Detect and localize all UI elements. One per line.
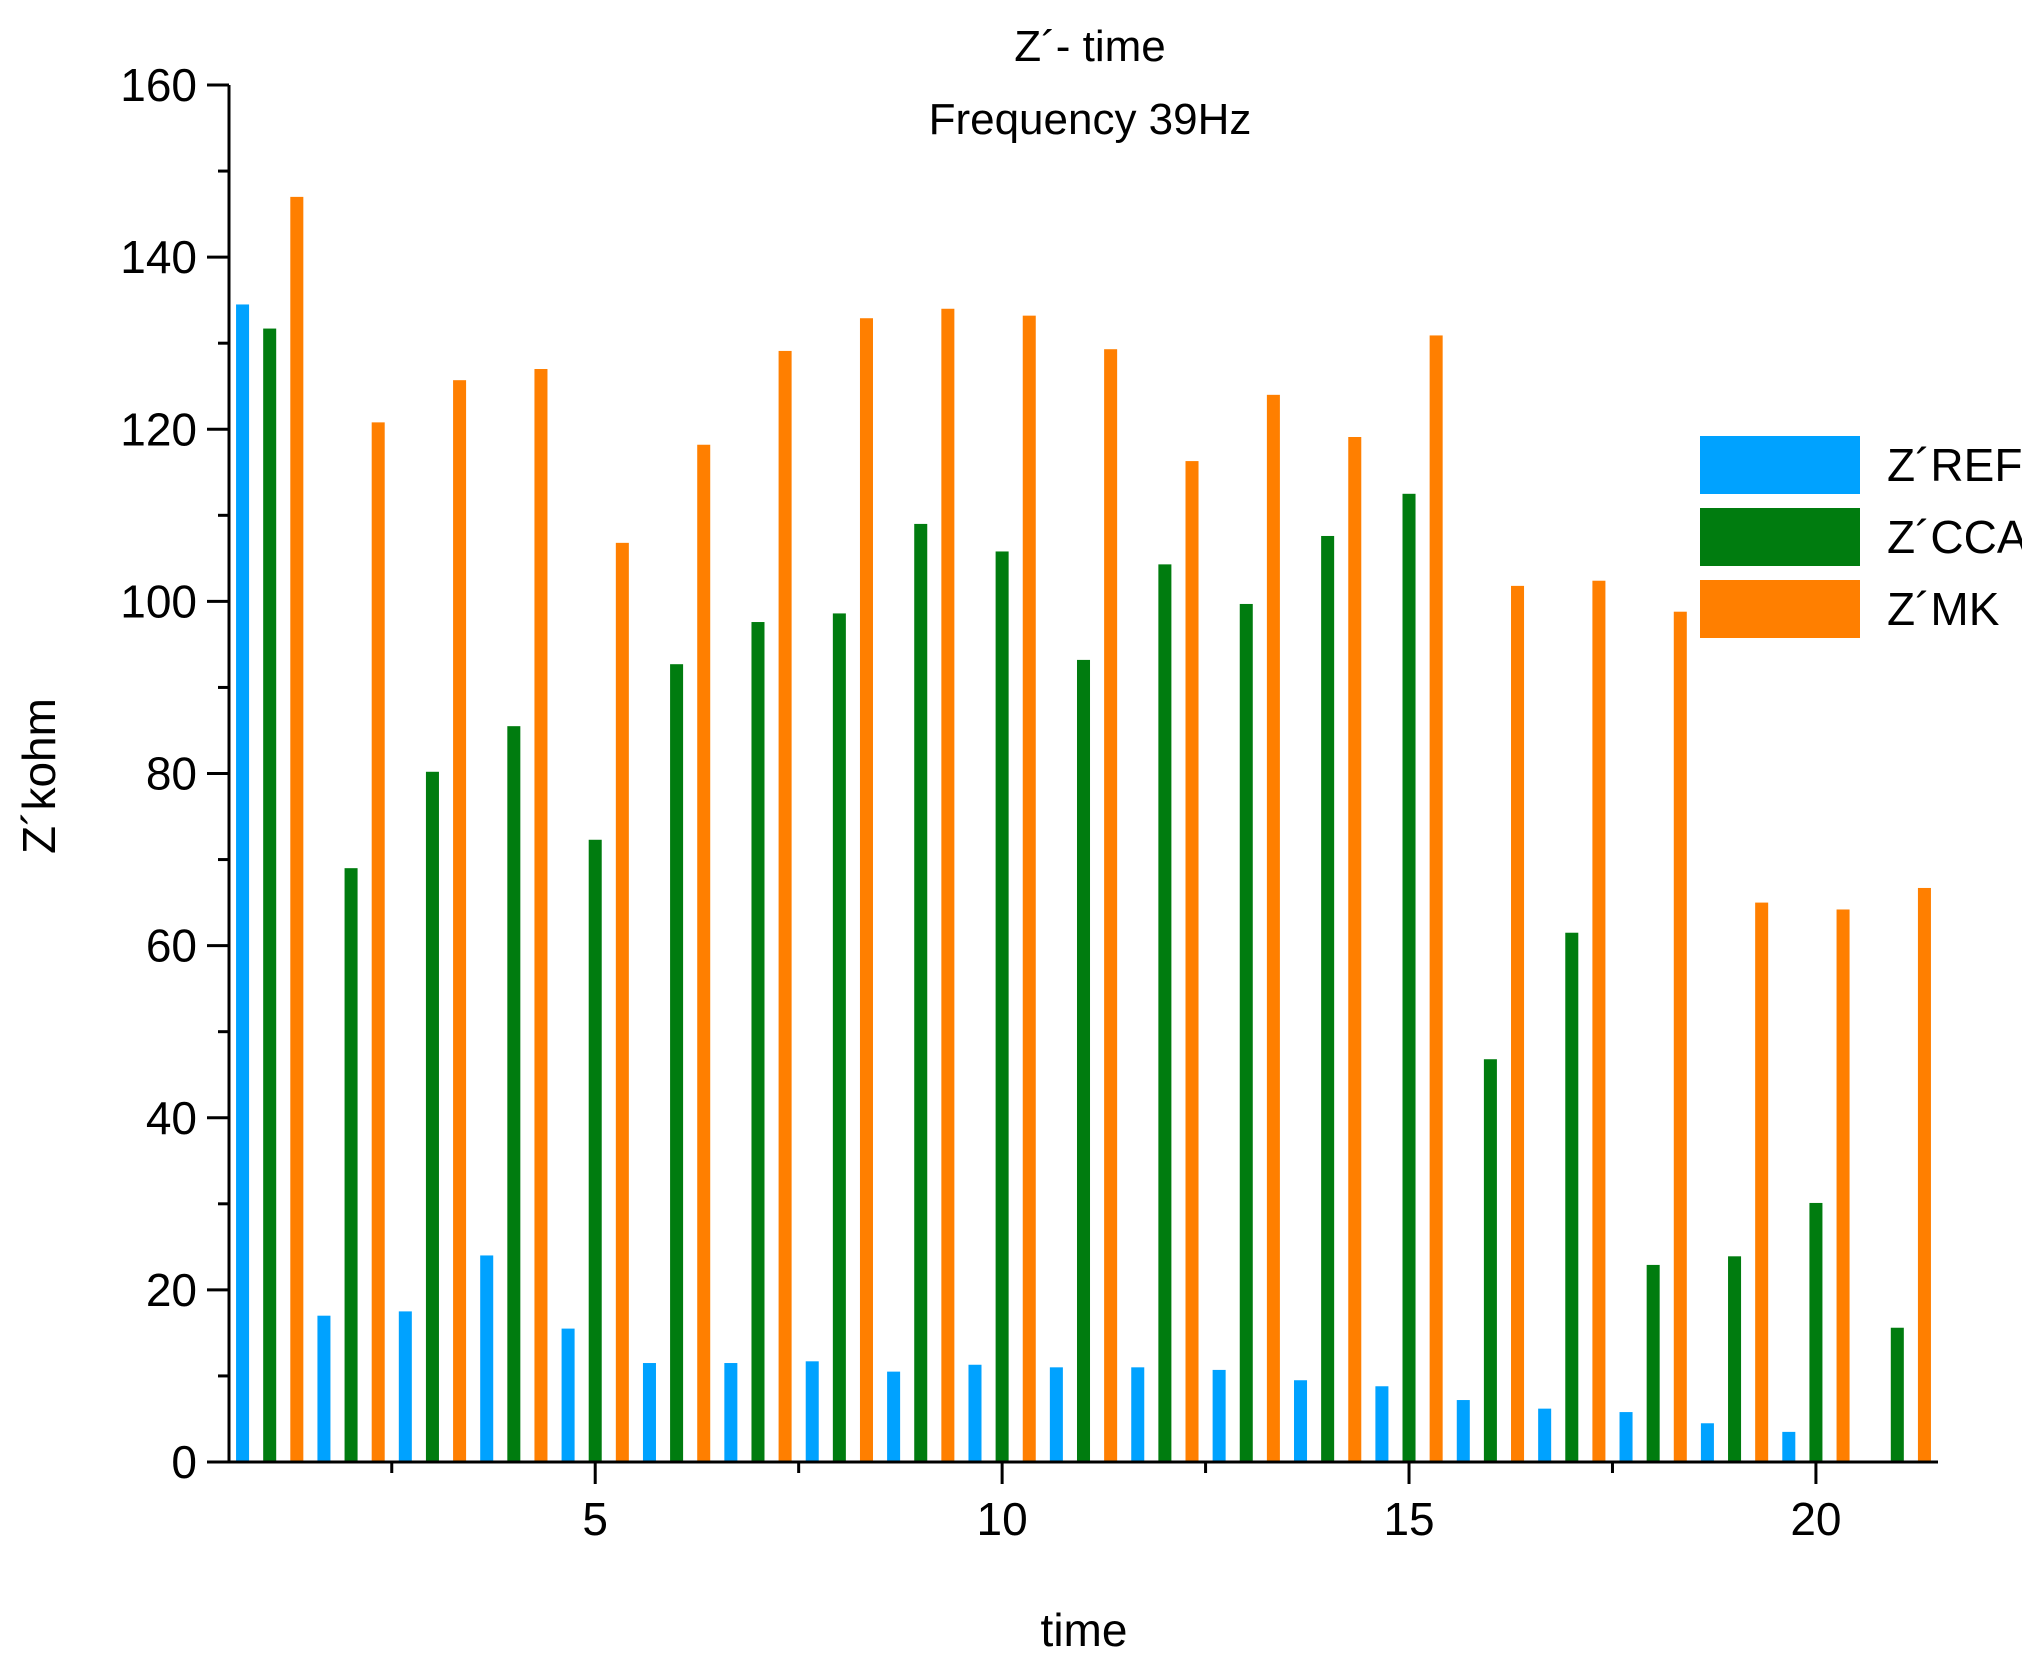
bar bbox=[263, 328, 277, 1462]
bar bbox=[1212, 1369, 1226, 1462]
bar bbox=[317, 1315, 331, 1462]
bar bbox=[1673, 611, 1687, 1462]
bar bbox=[805, 1361, 819, 1462]
legend-label: Z´CCA bbox=[1887, 511, 2022, 563]
bar bbox=[1375, 1386, 1389, 1462]
bar bbox=[534, 369, 548, 1462]
bar bbox=[995, 551, 1009, 1462]
bar bbox=[1836, 909, 1850, 1462]
legend-swatch bbox=[1700, 436, 1860, 494]
x-tick-label: 20 bbox=[1790, 1493, 1841, 1545]
bar bbox=[1511, 585, 1525, 1462]
bar bbox=[1131, 1367, 1145, 1462]
bar bbox=[1728, 1256, 1742, 1462]
y-tick-label: 120 bbox=[120, 403, 197, 455]
y-tick-label: 40 bbox=[146, 1092, 197, 1144]
bar bbox=[1076, 659, 1091, 1462]
legend-label: Z´MK bbox=[1887, 583, 2000, 635]
bar bbox=[615, 542, 629, 1462]
bar bbox=[859, 318, 873, 1463]
bar bbox=[1538, 1408, 1552, 1462]
x-axis-label: time bbox=[1041, 1604, 1128, 1656]
bar bbox=[236, 304, 250, 1463]
bar bbox=[1022, 315, 1036, 1462]
y-axis-label: Z´kohm bbox=[13, 698, 65, 854]
bar bbox=[507, 726, 521, 1462]
x-tick-label: 10 bbox=[977, 1493, 1028, 1545]
bar bbox=[832, 613, 846, 1462]
bar bbox=[670, 664, 684, 1462]
bar bbox=[1239, 603, 1253, 1462]
bar bbox=[561, 1328, 575, 1462]
bar bbox=[914, 523, 928, 1462]
bar bbox=[1049, 1367, 1063, 1462]
bar bbox=[1348, 437, 1362, 1462]
x-tick-label: 15 bbox=[1383, 1493, 1434, 1545]
bar bbox=[1755, 902, 1769, 1462]
bar bbox=[751, 622, 765, 1462]
legend-swatch bbox=[1700, 508, 1860, 566]
bar bbox=[642, 1363, 656, 1462]
y-tick-label: 160 bbox=[120, 59, 197, 111]
bar bbox=[941, 308, 955, 1462]
y-tick-label: 100 bbox=[120, 575, 197, 627]
x-tick-label: 5 bbox=[582, 1493, 608, 1545]
y-tick-label: 20 bbox=[146, 1264, 197, 1316]
bar bbox=[968, 1364, 982, 1462]
bar bbox=[1809, 1202, 1823, 1462]
bar bbox=[290, 196, 304, 1462]
bar bbox=[724, 1363, 738, 1462]
bar bbox=[778, 350, 792, 1463]
axes-layer: 0 20 40 60 80 100 120 140 160 5 10 15 20 bbox=[120, 59, 1938, 1545]
legend: Z´REF Z´CCA Z´MK bbox=[1700, 436, 2022, 638]
legend-swatch bbox=[1700, 580, 1860, 638]
bar bbox=[1158, 564, 1172, 1462]
bar bbox=[1321, 535, 1335, 1462]
y-tick-label: 60 bbox=[146, 920, 197, 972]
bar bbox=[480, 1255, 494, 1462]
bar bbox=[1646, 1264, 1660, 1462]
bar bbox=[1565, 932, 1579, 1462]
bar bbox=[1700, 1423, 1714, 1462]
bar bbox=[425, 771, 439, 1462]
bar bbox=[1266, 394, 1280, 1463]
bar bbox=[344, 868, 358, 1462]
bars-layer bbox=[236, 196, 1931, 1463]
chart-subtitle: Frequency 39Hz bbox=[929, 95, 1252, 144]
y-tick-label: 0 bbox=[171, 1436, 197, 1488]
bar bbox=[887, 1371, 901, 1462]
bar bbox=[1782, 1431, 1796, 1462]
y-tick-label: 140 bbox=[120, 231, 197, 283]
legend-label: Z´REF bbox=[1887, 439, 2022, 491]
bar bbox=[1429, 335, 1443, 1463]
bar bbox=[1592, 580, 1606, 1462]
bar bbox=[1456, 1400, 1470, 1462]
bar bbox=[1104, 349, 1118, 1463]
bar bbox=[1890, 1327, 1904, 1462]
bar bbox=[453, 380, 467, 1463]
bar bbox=[1294, 1380, 1308, 1462]
bar bbox=[1402, 493, 1416, 1462]
bar bbox=[398, 1311, 412, 1462]
bar bbox=[371, 422, 385, 1462]
bar bbox=[697, 444, 711, 1462]
bar bbox=[1483, 1059, 1497, 1462]
bar bbox=[1917, 887, 1931, 1462]
bar bbox=[1185, 461, 1199, 1463]
bar bbox=[588, 839, 602, 1462]
chart-title: Z´- time bbox=[1014, 22, 1166, 71]
y-tick-label: 80 bbox=[146, 748, 197, 800]
bar bbox=[1619, 1412, 1633, 1462]
